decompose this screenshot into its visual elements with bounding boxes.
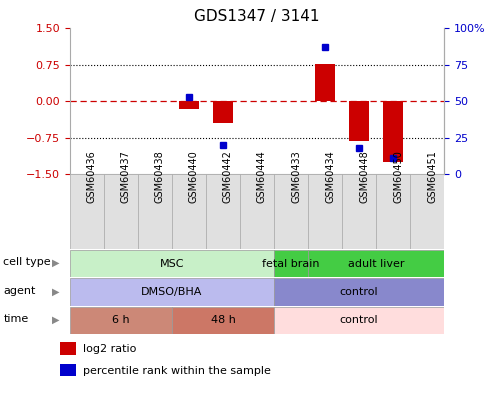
Text: GSM60450: GSM60450: [393, 150, 403, 203]
Bar: [60, 364, 76, 377]
Text: control: control: [340, 315, 378, 325]
Bar: [172, 174, 206, 249]
Bar: [274, 250, 308, 277]
Text: DMSO/BHA: DMSO/BHA: [141, 287, 203, 297]
Bar: [349, 101, 369, 141]
Text: percentile rank within the sample: percentile rank within the sample: [83, 366, 270, 376]
Bar: [376, 174, 410, 249]
Bar: [240, 174, 274, 249]
Text: GSM60433: GSM60433: [291, 150, 301, 203]
Bar: [410, 174, 444, 249]
Bar: [70, 250, 274, 277]
Text: cell type: cell type: [3, 257, 51, 267]
Text: GSM60444: GSM60444: [257, 150, 267, 203]
Text: time: time: [3, 314, 28, 324]
Text: GSM60451: GSM60451: [427, 150, 437, 203]
Text: control: control: [340, 287, 378, 297]
Bar: [104, 174, 138, 249]
Text: 48 h: 48 h: [211, 315, 236, 325]
Text: MSC: MSC: [160, 259, 184, 269]
Text: GSM60437: GSM60437: [121, 150, 131, 203]
Text: 6 h: 6 h: [112, 315, 130, 325]
Text: log2 ratio: log2 ratio: [83, 344, 136, 354]
Text: adult liver: adult liver: [348, 259, 404, 269]
Bar: [206, 174, 240, 249]
Bar: [342, 174, 376, 249]
Bar: [274, 278, 444, 306]
Text: GSM60442: GSM60442: [223, 150, 233, 203]
Text: ▶: ▶: [51, 258, 59, 268]
Bar: [60, 343, 76, 355]
Text: GSM60434: GSM60434: [325, 150, 335, 203]
Text: GSM60438: GSM60438: [155, 150, 165, 203]
Text: fetal brain: fetal brain: [262, 259, 320, 269]
Bar: [274, 307, 444, 334]
Text: GSM60448: GSM60448: [359, 150, 369, 203]
Title: GDS1347 / 3141: GDS1347 / 3141: [194, 9, 320, 24]
Text: GSM60436: GSM60436: [87, 150, 97, 203]
Bar: [383, 101, 403, 162]
Bar: [213, 101, 233, 123]
Text: ▶: ▶: [51, 315, 59, 325]
Text: ▶: ▶: [51, 286, 59, 296]
Bar: [70, 278, 274, 306]
Bar: [308, 250, 444, 277]
Bar: [70, 174, 104, 249]
Bar: [70, 307, 172, 334]
Bar: [138, 174, 172, 249]
Bar: [274, 174, 308, 249]
Bar: [308, 174, 342, 249]
Bar: [172, 307, 274, 334]
Text: agent: agent: [3, 286, 36, 296]
Bar: [179, 101, 199, 109]
Text: GSM60440: GSM60440: [189, 150, 199, 203]
Bar: [315, 64, 335, 101]
